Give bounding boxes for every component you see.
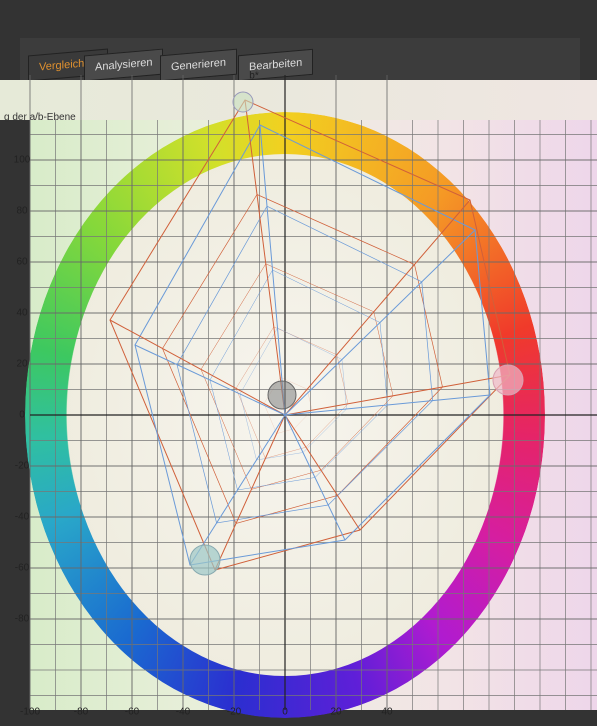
gamut-outline-red (200, 263, 394, 490)
handle[interactable] (232, 91, 254, 113)
x-tick-label: -100 (20, 707, 40, 718)
gamut-wireframe (109, 91, 524, 576)
y-tick-label: -40 (15, 512, 30, 523)
y-tick-label: 80 (16, 206, 28, 217)
x-tick-label: 0 (282, 707, 288, 718)
y-tick-label: 20 (16, 359, 28, 370)
y-tick-label: 0 (19, 410, 25, 421)
y-tick-label: -80 (15, 614, 30, 625)
x-tick-label: -80 (74, 707, 89, 718)
y-tick-label: 100 (14, 155, 31, 166)
gamut-outline-blue (209, 269, 388, 491)
gamut-outline-red (109, 99, 511, 571)
x-tick-label: 20 (330, 707, 342, 718)
x-tick-label: -20 (227, 707, 242, 718)
y-tick-label: -60 (15, 563, 30, 574)
panel-title: g der a/b-Ebene (4, 112, 76, 123)
gamut-spokes-blue (134, 124, 491, 566)
grid (29, 75, 597, 710)
gamut-spokes-red (109, 99, 511, 571)
handle[interactable] (189, 544, 221, 576)
handle[interactable] (267, 380, 297, 410)
y-tick-label: -20 (15, 461, 30, 472)
x-tick-label: -60 (125, 707, 140, 718)
x-tick-label: -40 (176, 707, 191, 718)
tab-bar: Vergleichen Analysieren Generieren Bearb… (20, 38, 580, 82)
axis-label: b* (249, 71, 259, 82)
y-tick-label: 60 (16, 257, 28, 268)
gamut-outline-blue (176, 205, 433, 524)
handle[interactable] (492, 364, 524, 396)
x-tick-label: 40 (381, 707, 393, 718)
y-tick-label: 40 (16, 308, 28, 319)
